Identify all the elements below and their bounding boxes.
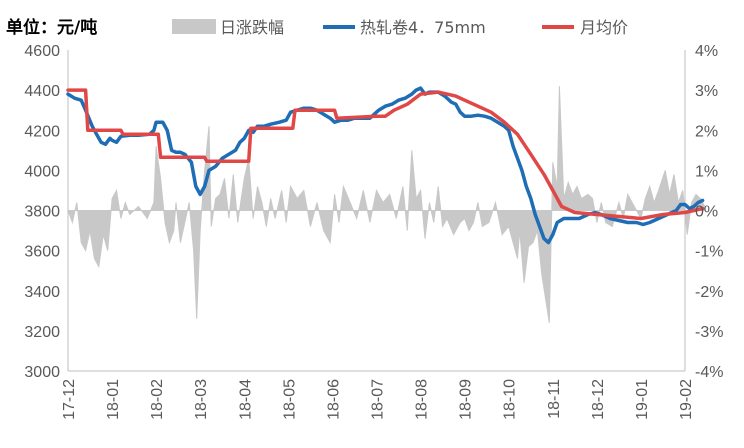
y-right-tick-label: 0% — [695, 204, 718, 221]
x-tick-label: 18-08 — [414, 379, 431, 420]
y-left-tick-label: 3400 — [24, 284, 60, 301]
unit-label: 单位：元/吨 — [6, 17, 97, 38]
x-tick-label: 18-05 — [281, 379, 298, 420]
legend-label-hot-rolled: 热轧卷4．75mm — [360, 18, 486, 37]
y-right-tick-label: -3% — [695, 324, 723, 341]
series-hot-rolled-line — [66, 86, 705, 245]
y-right-tick-label: 4% — [695, 43, 718, 60]
x-tick-label: 17-12 — [61, 379, 78, 420]
y-left-tick-label: 4200 — [24, 123, 60, 140]
x-tick-label: 18-11 — [546, 379, 563, 419]
x-tick-label: 18-04 — [237, 379, 254, 420]
y-right-tick-label: 3% — [695, 83, 718, 100]
y-left-tick-label: 3600 — [24, 244, 60, 261]
y-right-tick-label: -4% — [695, 364, 723, 381]
x-tick-label: 18-02 — [149, 379, 166, 420]
price-lines — [66, 86, 705, 245]
axes — [67, 50, 686, 372]
x-tick-label: 18-09 — [458, 379, 475, 420]
y-right-tick-label: -1% — [695, 244, 723, 261]
x-tick-label: 18-06 — [325, 379, 342, 420]
x-tick-label: 18-12 — [590, 379, 607, 420]
y-left-tick-label: 4000 — [24, 163, 60, 180]
x-tick-label: 19-02 — [678, 379, 695, 420]
y-left-tick-label: 4400 — [24, 83, 60, 100]
x-tick-label: 18-01 — [105, 379, 122, 420]
y-right-tick-label: 1% — [695, 163, 718, 180]
y-right-tick-label: 2% — [695, 123, 718, 140]
y-left-tick-label: 3200 — [24, 324, 60, 341]
y-right-tick-label: -2% — [695, 284, 723, 301]
x-tick-label: 18-10 — [502, 379, 519, 420]
legend-label-monthly-avg: 月均价 — [580, 18, 628, 37]
x-tick-label: 18-03 — [193, 379, 210, 420]
y-left-tick-label: 3000 — [24, 364, 60, 381]
daily-change-area-layer — [67, 86, 706, 323]
y-left-tick-label: 4600 — [24, 43, 60, 60]
series-monthly-avg-line — [66, 88, 705, 221]
tick-labels: 3000 3200 3400 3600 3800 4000 4200 4400 4600 -4% -… — [24, 43, 723, 420]
y-left-tick-label: 3800 — [24, 204, 60, 221]
legend: 日涨跌幅 热轧卷4．75mm 月均价 — [172, 18, 628, 37]
series-daily-change-area — [67, 86, 706, 323]
x-tick-label: 19-01 — [634, 379, 651, 420]
legend-label-daily-change: 日涨跌幅 — [220, 18, 284, 37]
x-tick-label: 18-07 — [370, 379, 387, 420]
legend-swatch-daily-change — [172, 19, 216, 34]
